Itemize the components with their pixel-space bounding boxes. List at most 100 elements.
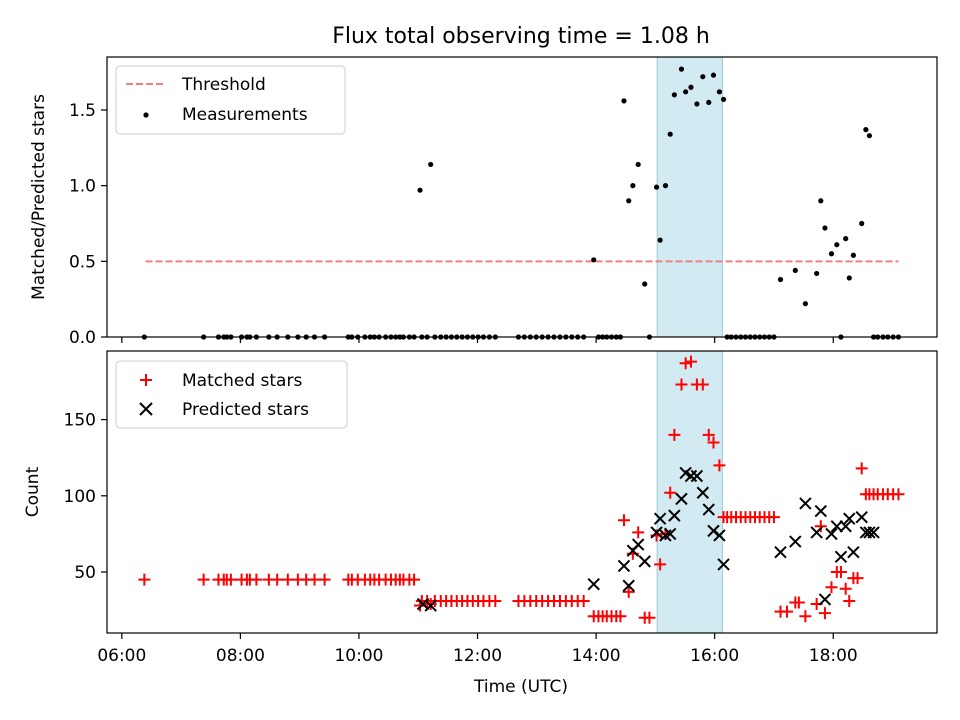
measurement-point: [417, 187, 423, 193]
measurement-point: [863, 127, 869, 133]
matched-star-point: [577, 594, 590, 607]
predicted-star-point: [863, 526, 876, 539]
top-legend-box: [115, 65, 346, 135]
matched-star-point: [318, 573, 331, 586]
predicted-star-point: [702, 503, 715, 516]
top-y-ticks: 0.0 0.5 1.0 1.5: [69, 101, 107, 348]
matched-star-point: [679, 357, 692, 370]
count-panel: 50 100 150 06:00 08:00 10:00 12:00 14:00 16:00 1…: [23, 350, 938, 697]
matched-star-point: [818, 607, 831, 620]
bottom-legend-box: [115, 360, 348, 429]
matched-star-point: [781, 605, 794, 618]
predicted-star-point: [713, 529, 726, 542]
measurement-points: [141, 66, 902, 340]
matched-star-point: [308, 573, 321, 586]
predicted-star-point: [799, 497, 812, 510]
matched-star-point: [839, 582, 852, 595]
measurement-point: [630, 183, 636, 189]
matched-star-point: [668, 428, 681, 441]
matched-star-point: [707, 436, 720, 449]
matched-star-point: [138, 573, 151, 586]
matched-star-point: [675, 378, 688, 391]
measurement-point: [635, 161, 641, 168]
measurement-point: [850, 252, 857, 258]
matched-star-point: [892, 488, 905, 501]
matched-star-point: [224, 573, 237, 586]
predicted-star-point: [650, 526, 663, 539]
predicted-star-point: [839, 520, 852, 533]
predicted-legend-label: Predicted stars: [182, 400, 309, 420]
matched-star-point: [792, 596, 805, 609]
measurement-point: [716, 89, 723, 95]
highlight-span-top: [656, 56, 723, 338]
matched-star-point: [643, 611, 656, 624]
measurement-point: [814, 270, 820, 277]
predicted-star-point: [843, 512, 856, 525]
measurement-point: [706, 99, 712, 106]
measurement-point: [866, 133, 873, 139]
measurement-point: [662, 183, 669, 189]
measurement-point: [792, 267, 798, 274]
bottom-y-axis-label: Count: [23, 466, 43, 517]
measurement-point: [621, 98, 627, 104]
predicted-star-point: [638, 555, 651, 568]
matched-star-point: [281, 573, 294, 586]
matched-stars-points: [138, 355, 905, 624]
matched-star-point: [489, 594, 502, 607]
matched-star-point: [271, 573, 284, 586]
matched-star-point: [767, 511, 780, 524]
predicted-star-point: [653, 512, 667, 525]
measurement-point: [802, 301, 808, 307]
x-tick-label: 18:00: [809, 646, 858, 666]
predicted-star-point: [717, 558, 730, 571]
matched-star-point: [614, 610, 627, 623]
x-tick-label: 12:00: [453, 646, 502, 666]
threshold-legend-label: Threshold: [181, 75, 266, 95]
matched-star-point: [197, 573, 210, 586]
matched-star-point: [696, 378, 709, 391]
predicted-star-point: [675, 492, 688, 506]
matched-star-point: [654, 558, 667, 571]
matched-star-point: [408, 573, 421, 586]
predicted-star-point: [830, 520, 844, 533]
measurement-point: [657, 237, 663, 243]
predicted-star-point: [622, 579, 635, 592]
x-tick-label: 14:00: [572, 646, 621, 666]
measurement-point: [626, 198, 632, 204]
top-y-tick-label: 0.0: [69, 328, 96, 348]
predicted-star-point: [617, 559, 631, 573]
measurement-point: [710, 72, 717, 78]
matched-star-point: [250, 573, 263, 586]
bottom-legend: Matched stars Predicted stars: [115, 360, 348, 429]
top-y-axis-label: Matched/Predicted stars: [29, 94, 49, 300]
measurement-point: [828, 251, 835, 257]
matched-star-point: [799, 610, 812, 623]
matched-star-point: [617, 514, 630, 527]
measurement-point: [843, 236, 849, 242]
top-legend: Threshold Measurements: [115, 65, 346, 135]
measurement-point: [694, 101, 700, 107]
matched-legend-label: Matched stars: [182, 371, 302, 391]
predicted-star-point: [631, 538, 645, 551]
measurement-point: [846, 275, 852, 281]
matched-star-point: [664, 486, 677, 499]
predicted-star-point: [814, 504, 828, 518]
measurement-point: [683, 89, 689, 95]
matched-star-point: [825, 581, 838, 594]
measurement-point: [653, 184, 660, 190]
x-axis-label: Time (UTC): [473, 677, 568, 697]
predicted-star-point: [424, 599, 437, 612]
measurement-point: [678, 66, 685, 72]
predicted-star-point: [867, 526, 880, 539]
matched-star-point: [684, 355, 697, 368]
predicted-star-point: [774, 546, 787, 559]
bottom-y-tick-label: 150: [64, 411, 96, 431]
measurement-point: [688, 84, 694, 90]
measurements-legend-label: Measurements: [182, 105, 308, 125]
predicted-star-point: [825, 527, 838, 541]
predicted-star-point: [789, 535, 802, 548]
measurement-point: [720, 96, 727, 102]
matched-star-point: [702, 428, 715, 441]
x-tick-label: 16:00: [690, 646, 739, 666]
